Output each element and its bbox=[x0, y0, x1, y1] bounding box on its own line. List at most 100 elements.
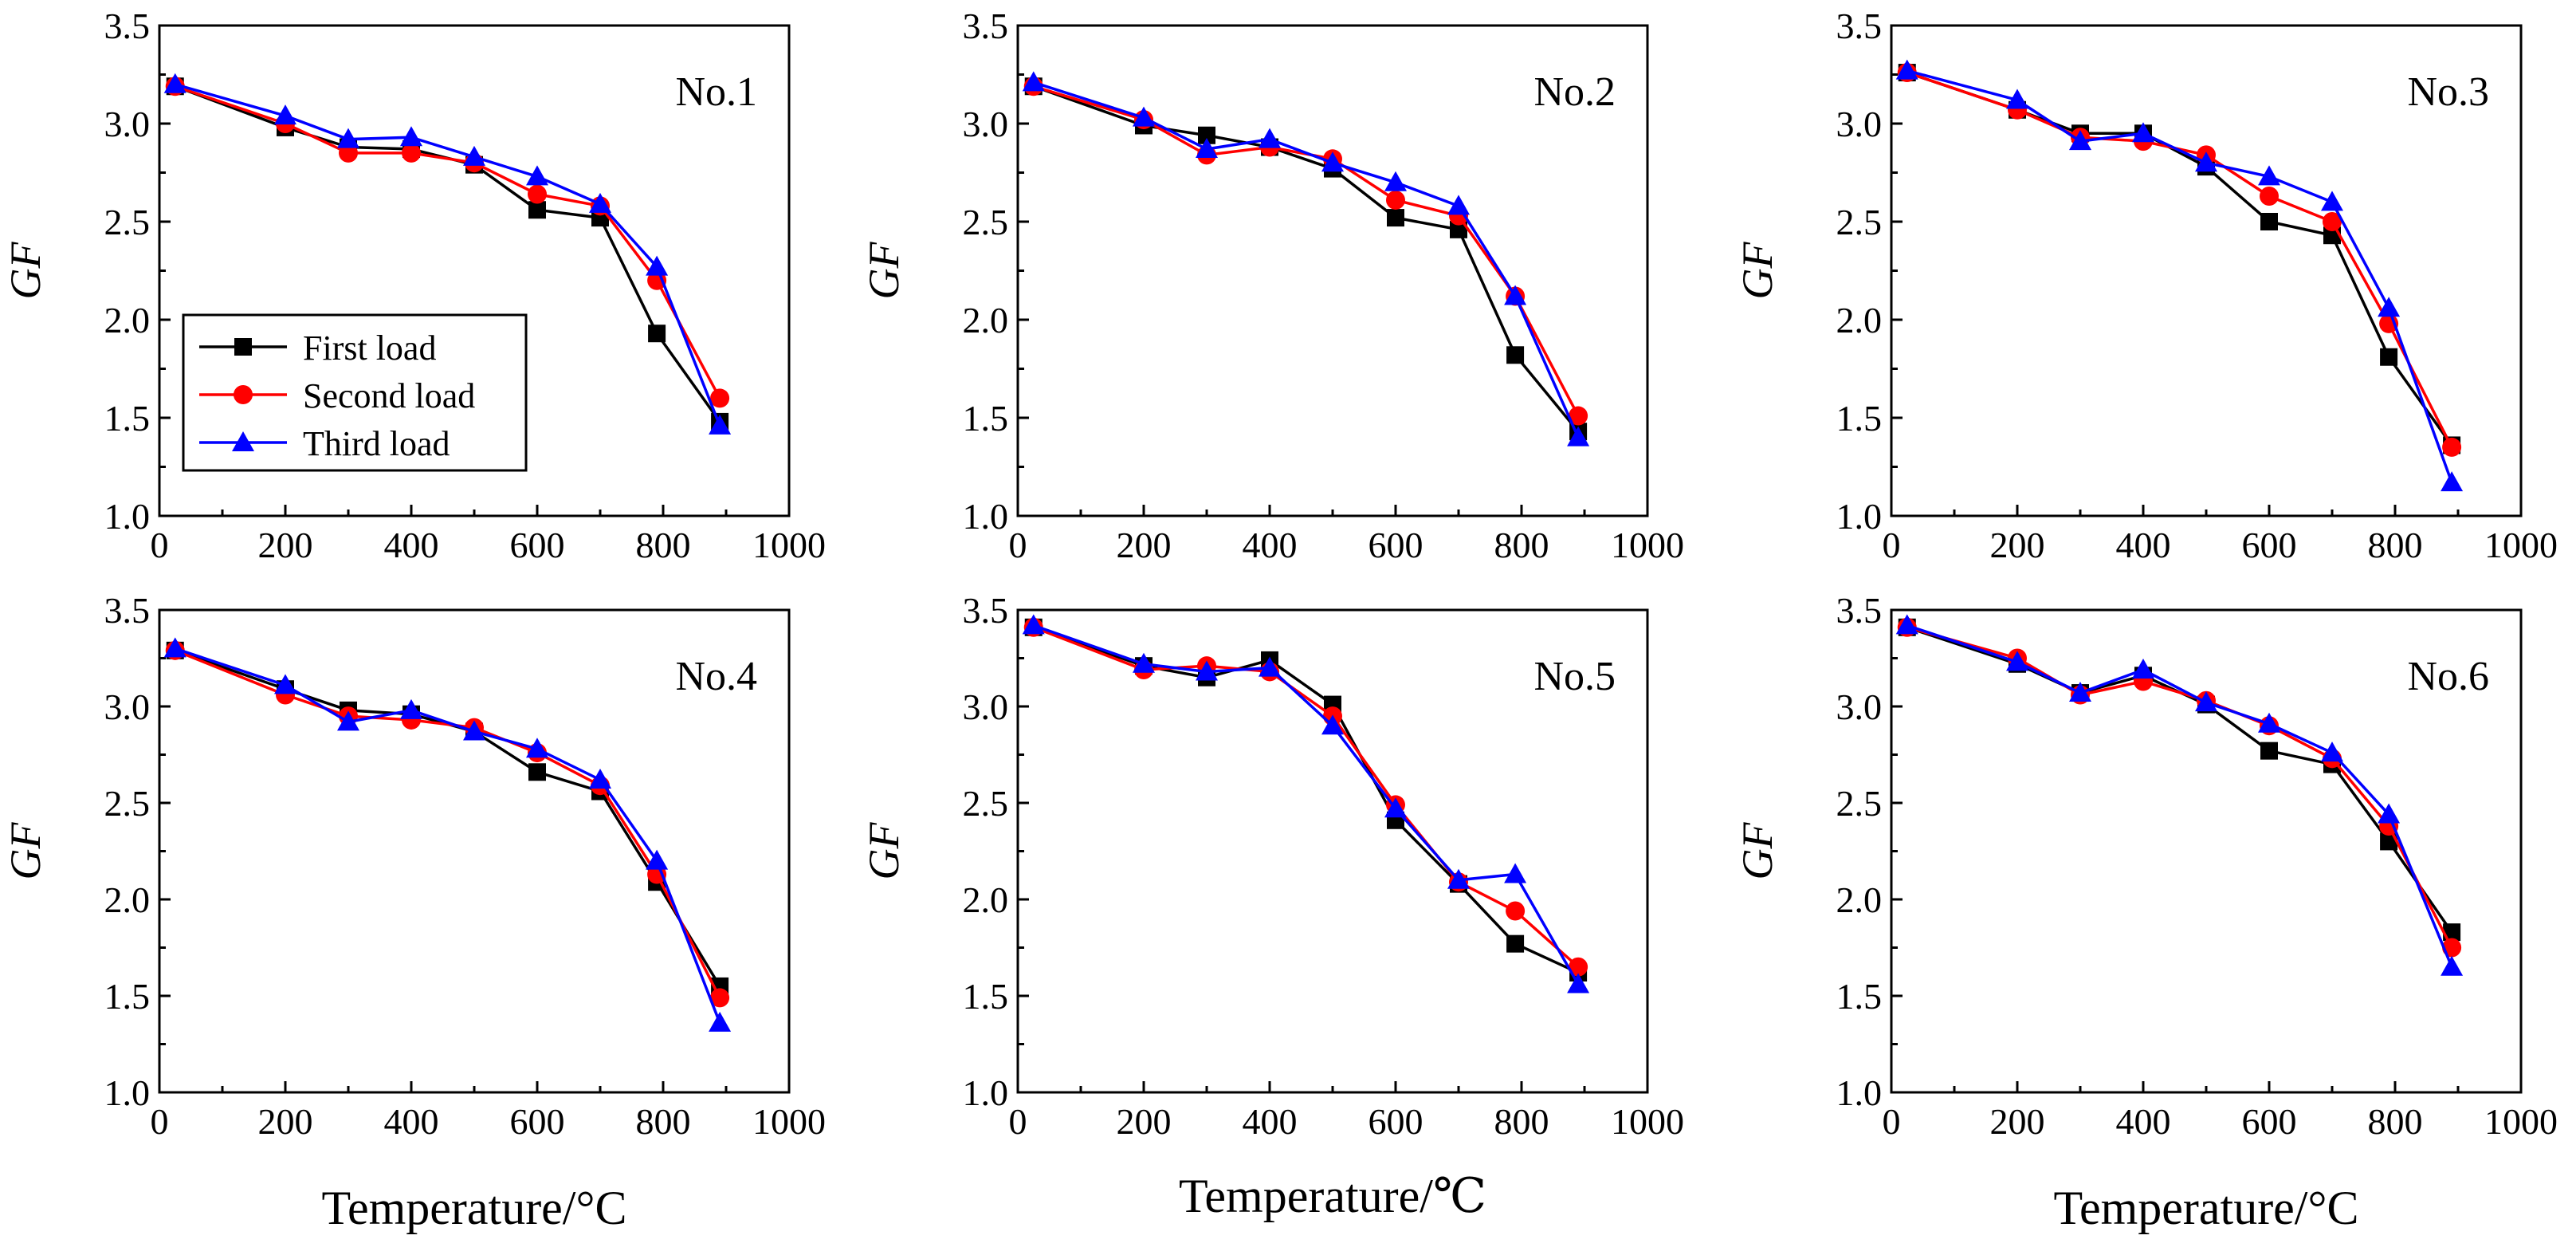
x-tick-label: 1000 bbox=[2484, 525, 2558, 565]
data-point bbox=[2006, 651, 2028, 671]
x-tick-label: 400 bbox=[2116, 1101, 2171, 1142]
y-tick-label: 3.5 bbox=[104, 6, 151, 46]
data-point bbox=[1384, 171, 1407, 191]
y-tick-label: 1.5 bbox=[963, 976, 1009, 1017]
series-line-third-load bbox=[1906, 69, 2453, 483]
data-point bbox=[2258, 712, 2280, 733]
data-point bbox=[2378, 297, 2401, 317]
y-tick-label: 3.0 bbox=[963, 687, 1009, 727]
data-point bbox=[2321, 742, 2343, 762]
y-tick-label: 3.0 bbox=[963, 104, 1009, 144]
y-tick-label: 1.5 bbox=[1836, 398, 1883, 439]
series-line-first-load bbox=[1033, 626, 1579, 974]
x-tick-label: 1000 bbox=[1611, 525, 1684, 565]
series-line-second-load bbox=[1906, 71, 2453, 448]
y-tick-label: 2.5 bbox=[104, 202, 151, 242]
y-tick-label: 3.0 bbox=[104, 104, 151, 144]
data-point bbox=[526, 738, 548, 758]
x-tick-label: 200 bbox=[1117, 525, 1172, 565]
y-tick-label: 2.0 bbox=[1836, 879, 1883, 920]
x-tick-label: 200 bbox=[258, 525, 313, 565]
data-point bbox=[463, 145, 485, 166]
data-point bbox=[1384, 797, 1407, 818]
x-axis-label: Temperature/℃ bbox=[1179, 1170, 1486, 1222]
y-tick-label: 3.5 bbox=[963, 6, 1009, 46]
data-point bbox=[1450, 220, 1467, 238]
x-tick-label: 600 bbox=[510, 1101, 565, 1142]
legend: First load Second load Third load bbox=[182, 313, 528, 472]
y-tick-label: 1.0 bbox=[1836, 496, 1883, 537]
y-tick-label: 1.0 bbox=[104, 496, 151, 537]
x-tick-label: 800 bbox=[1494, 1101, 1549, 1142]
y-tick-label: 2.0 bbox=[963, 300, 1009, 340]
data-point bbox=[2006, 89, 2028, 109]
data-point bbox=[2441, 471, 2464, 492]
series-line-second-load bbox=[1033, 626, 1580, 969]
data-point bbox=[2195, 151, 2217, 172]
chart-panel-2: 0 200 400 600 800 1000 1.0 1.5 2.0 2.5 3.0 3.5 GF Tem… bbox=[860, 6, 1684, 1222]
data-point bbox=[1569, 957, 1588, 977]
x-tick-label: 200 bbox=[1990, 525, 2045, 565]
x-tick-label: 1000 bbox=[1611, 1101, 1684, 1142]
data-point bbox=[1447, 868, 1470, 889]
legend-marker bbox=[234, 338, 252, 356]
legend-label: Second load bbox=[303, 376, 475, 415]
data-point bbox=[2258, 165, 2280, 186]
data-point bbox=[274, 674, 296, 694]
data-point bbox=[2195, 691, 2217, 712]
data-point bbox=[400, 698, 422, 719]
data-point bbox=[163, 73, 187, 93]
x-tick-label: 800 bbox=[2368, 525, 2423, 565]
x-tick-label: 200 bbox=[1990, 1101, 2045, 1142]
chart-panel-1: 0 200 400 600 800 1000 1.0 1.5 2.0 2.5 3.0 3.5 GF No.… bbox=[2, 6, 826, 565]
data-point bbox=[1567, 973, 1590, 993]
y-tick-label: 1.5 bbox=[104, 398, 151, 439]
data-point bbox=[1387, 209, 1404, 227]
x-tick-label: 400 bbox=[384, 1101, 439, 1142]
y-tick-label: 3.0 bbox=[1836, 104, 1883, 144]
x-tick-label: 0 bbox=[1009, 525, 1027, 565]
data-point bbox=[1259, 656, 1281, 677]
chart-panel-3: 0 200 400 600 800 1000 1.0 1.5 2.0 2.5 3.0 3.5 GF No.… bbox=[1734, 6, 2558, 565]
y-tick-label: 1.0 bbox=[963, 496, 1009, 537]
data-point bbox=[1504, 863, 1527, 883]
x-tick-label: 800 bbox=[1494, 525, 1549, 565]
data-point bbox=[709, 414, 732, 435]
y-tick-label: 2.0 bbox=[104, 300, 151, 340]
y-tick-label: 2.5 bbox=[104, 783, 151, 824]
series-line-third-load bbox=[1033, 81, 1580, 439]
x-tick-label: 800 bbox=[636, 1101, 691, 1142]
data-point bbox=[337, 128, 359, 148]
data-point bbox=[589, 192, 611, 213]
data-point bbox=[2441, 955, 2464, 976]
data-point bbox=[1196, 660, 1218, 681]
data-point bbox=[2260, 742, 2278, 760]
legend-label: First load bbox=[303, 329, 436, 368]
y-tick-label: 2.0 bbox=[963, 879, 1009, 920]
x-tick-label: 1000 bbox=[752, 525, 826, 565]
y-axis-label: GF bbox=[860, 241, 908, 299]
data-point bbox=[1196, 137, 1218, 158]
x-axis-label: Temperature/°C bbox=[2054, 1182, 2359, 1234]
panel-label: No.5 bbox=[1533, 654, 1616, 699]
x-tick-label: 1000 bbox=[752, 1101, 826, 1142]
y-tick-label: 1.5 bbox=[1836, 976, 1883, 1017]
y-axis-label: GF bbox=[1734, 821, 1781, 879]
x-tick-label: 800 bbox=[2368, 1101, 2423, 1142]
data-point bbox=[2069, 682, 2091, 702]
data-point bbox=[2442, 437, 2462, 457]
y-tick-label: 1.0 bbox=[963, 1072, 1009, 1113]
x-tick-label: 400 bbox=[384, 525, 439, 565]
series-line-second-load bbox=[1033, 85, 1580, 417]
data-point bbox=[1895, 59, 1918, 80]
data-point bbox=[1133, 106, 1155, 127]
data-point bbox=[710, 388, 730, 408]
data-point bbox=[337, 710, 359, 731]
data-point bbox=[1321, 714, 1344, 735]
data-point bbox=[589, 768, 611, 789]
y-tick-label: 3.5 bbox=[1836, 590, 1883, 631]
series-line-second-load bbox=[1906, 626, 2453, 949]
data-point bbox=[648, 325, 666, 343]
panel-label: No.3 bbox=[2407, 69, 2489, 115]
